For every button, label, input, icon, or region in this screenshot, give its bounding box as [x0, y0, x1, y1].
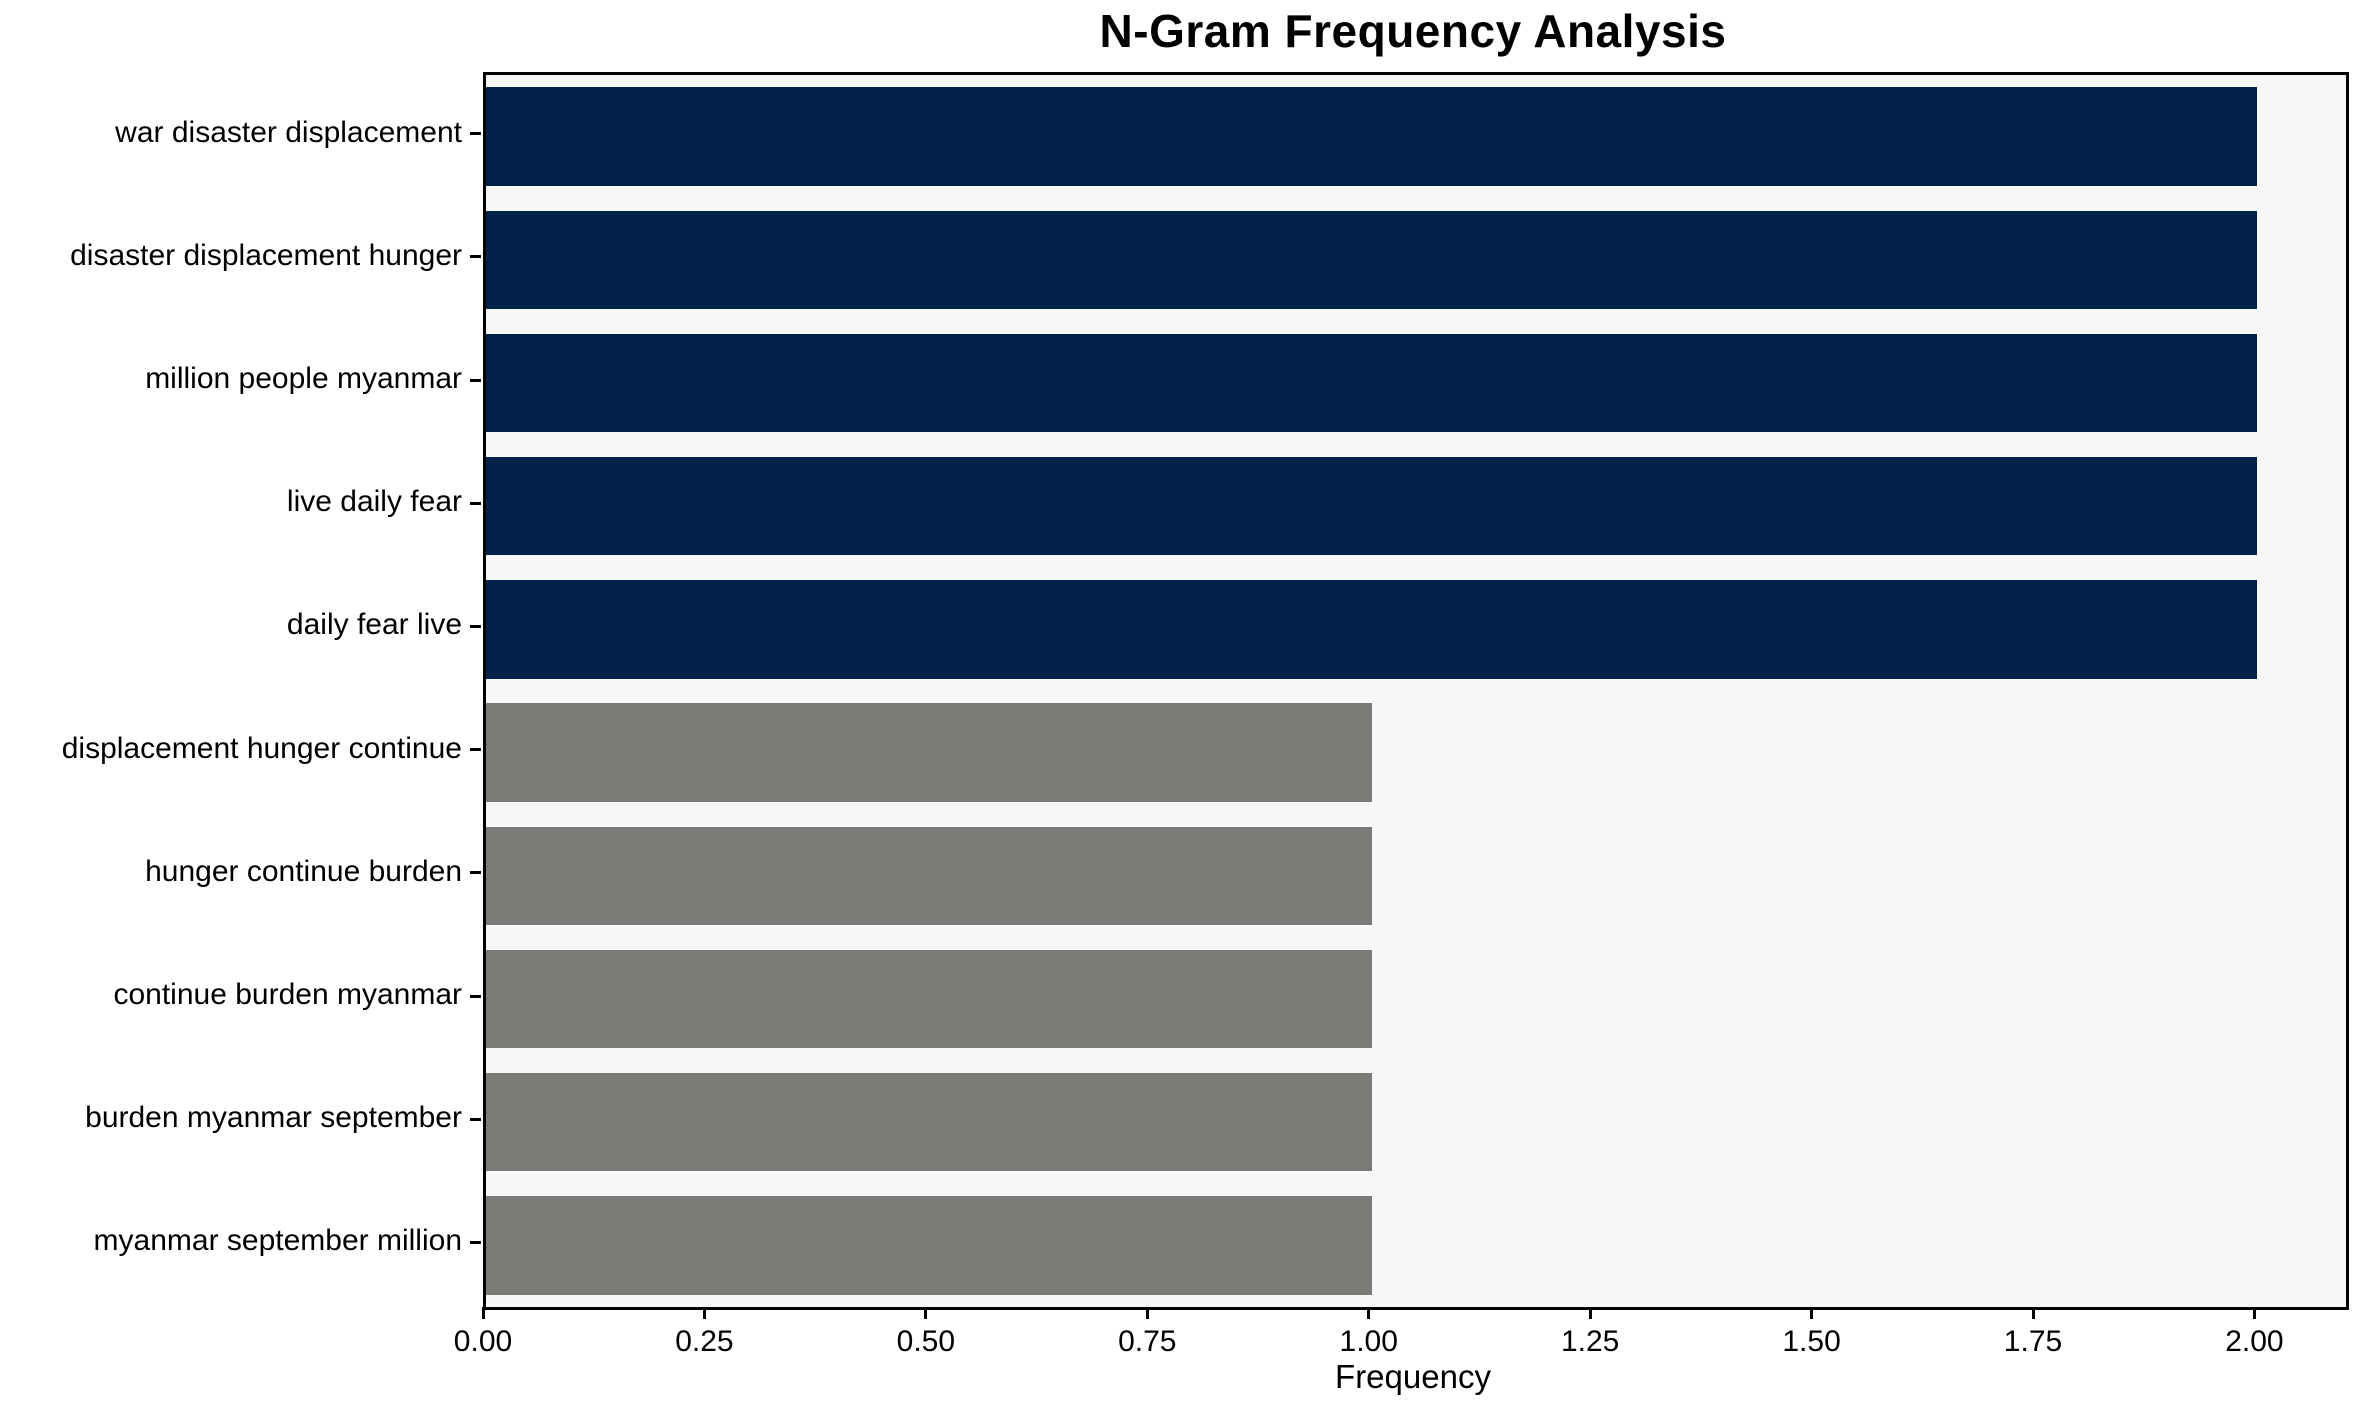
- bar: [486, 333, 2258, 433]
- bar: [486, 87, 2258, 186]
- y-tick-label: continue burden myanmar: [113, 978, 462, 1011]
- bar: [486, 456, 2258, 556]
- y-axis-labels: war disaster displacement disaster displa…: [0, 72, 481, 1304]
- y-tick-mark: [470, 255, 481, 259]
- y-tick-mark: [470, 624, 481, 628]
- y-tick-label: war disaster displacement: [115, 115, 462, 149]
- x-tick-mark: [2252, 1307, 2256, 1319]
- y-tick-label: daily fear live: [286, 608, 462, 642]
- bar: [486, 1196, 1372, 1295]
- y-tick-mark: [470, 871, 481, 875]
- x-tick-label: 0.75: [1118, 1325, 1177, 1358]
- chart-title: N-Gram Frequency Analysis: [1099, 5, 1727, 57]
- bar: [486, 949, 1372, 1049]
- y-tick-mark: [470, 378, 481, 382]
- x-axis-title: Frequency: [1335, 1358, 1491, 1395]
- bar: [486, 826, 1372, 926]
- y-tick-label: displacement hunger continue: [61, 731, 462, 765]
- x-tick-mark: [1367, 1307, 1371, 1319]
- x-tick-label: 1.50: [1782, 1325, 1841, 1358]
- y-tick-label: hunger continue burden: [145, 854, 462, 888]
- y-tick-label: live daily fear: [286, 485, 462, 519]
- x-tick-label: 2.00: [2225, 1325, 2284, 1358]
- x-tick-mark: [1145, 1307, 1149, 1319]
- x-tick-mark: [481, 1307, 485, 1319]
- x-tick-mark: [2031, 1307, 2035, 1319]
- x-tick-mark: [924, 1307, 928, 1319]
- x-tick-label: 1.25: [1560, 1325, 1620, 1358]
- bar: [486, 703, 1372, 802]
- x-tick-label: 1.75: [2003, 1325, 2063, 1358]
- y-tick-mark: [470, 748, 481, 752]
- y-tick-label: burden myanmar september: [85, 1101, 462, 1135]
- x-tick-label: 0.25: [675, 1325, 734, 1358]
- x-tick-mark: [702, 1307, 706, 1319]
- bar: [486, 210, 2258, 310]
- y-tick-label: myanmar september million: [93, 1224, 462, 1258]
- bar: [486, 580, 2258, 679]
- x-axis: 0.00 0.25 0.50 0.75 1.00 1.25 1.50 1.75 2.00: [454, 1307, 2343, 1377]
- x-tick-mark: [1588, 1307, 1592, 1319]
- x-tick-label: 1.00: [1339, 1325, 1398, 1358]
- x-tick-mark: [1810, 1307, 1814, 1319]
- y-tick-mark: [470, 1117, 481, 1121]
- plot-area: [483, 72, 2349, 1310]
- y-tick-label: million people myanmar: [145, 362, 462, 395]
- x-tick-label: 0.50: [896, 1325, 956, 1358]
- y-tick-mark: [470, 1240, 481, 1244]
- bar: [486, 1072, 1372, 1172]
- y-tick-mark: [470, 501, 481, 505]
- y-tick-mark: [470, 132, 481, 136]
- y-tick-mark: [470, 994, 481, 998]
- x-tick-label: 0.00: [453, 1325, 513, 1358]
- y-tick-label: disaster displacement hunger: [70, 238, 462, 272]
